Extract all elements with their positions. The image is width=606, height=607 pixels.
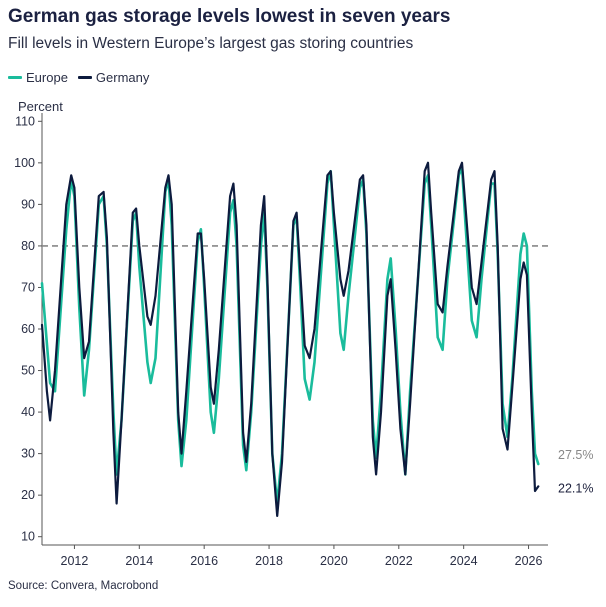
x-tick-label: 2012 (61, 554, 89, 568)
y-tick-label: 70 (21, 280, 35, 294)
x-tick-label: 2022 (385, 554, 413, 568)
y-tick-label: 30 (21, 447, 35, 461)
end-label-germany: 22.1% (558, 481, 593, 495)
end-label-europe: 27.5% (558, 448, 593, 462)
x-tick-label: 2014 (125, 554, 153, 568)
chart-subtitle: Fill levels in Western Europe’s largest … (8, 35, 414, 52)
source-note: Source: Convera, Macrobond (8, 580, 159, 592)
y-tick-label: 100 (14, 156, 35, 170)
y-tick-label: 110 (15, 114, 35, 128)
y-axis-label: Percent (18, 99, 63, 114)
legend-item-europe: Europe (8, 70, 68, 85)
y-tick-label: 50 (21, 364, 35, 378)
legend: Europe Germany (8, 70, 159, 85)
x-tick-label: 2024 (450, 554, 478, 568)
legend-swatch-europe (8, 76, 22, 79)
legend-swatch-germany (77, 76, 92, 79)
y-tick-label: 80 (21, 239, 35, 253)
legend-label-germany: Germany (95, 70, 150, 85)
series-line-europe (40, 165, 540, 505)
legend-label-europe: Europe (26, 70, 68, 85)
y-tick-label: 20 (21, 488, 35, 502)
y-tick-label: 90 (21, 197, 35, 211)
x-tick-label: 2026 (515, 554, 543, 568)
x-tick-label: 2020 (320, 554, 348, 568)
y-tick-label: 60 (21, 322, 35, 336)
chart-title: German gas storage levels lowest in seve… (8, 6, 451, 27)
y-tick-label: 10 (21, 530, 35, 544)
legend-item-germany: Germany (77, 70, 150, 85)
x-tick-label: 2016 (190, 554, 218, 568)
x-tick-label: 2018 (255, 554, 283, 568)
series-line-germany (40, 161, 540, 517)
y-tick-label: 40 (21, 405, 35, 419)
